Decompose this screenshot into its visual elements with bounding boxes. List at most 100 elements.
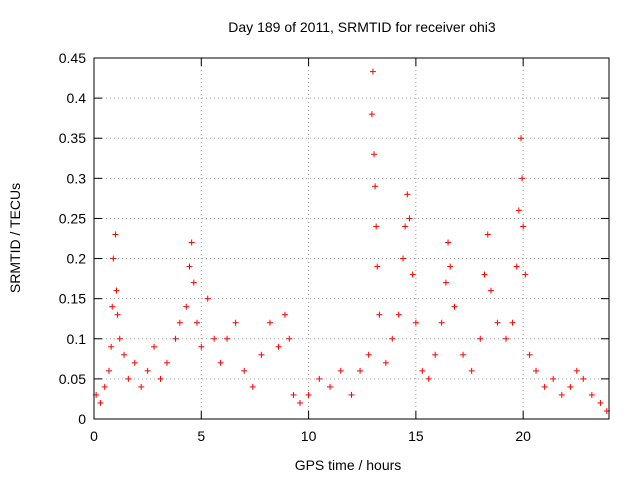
data-point xyxy=(157,375,164,382)
data-point xyxy=(204,295,211,302)
data-point xyxy=(447,263,454,270)
data-point xyxy=(163,359,170,366)
data-point xyxy=(406,215,413,222)
data-point xyxy=(101,383,108,390)
data-point xyxy=(131,359,138,366)
data-point xyxy=(518,135,525,142)
data-point xyxy=(374,263,381,270)
data-point xyxy=(373,223,380,230)
data-point xyxy=(515,207,522,214)
data-point xyxy=(316,375,323,382)
data-point xyxy=(337,367,344,374)
data-point xyxy=(445,239,452,246)
data-point xyxy=(468,367,475,374)
data-point xyxy=(172,335,179,342)
y-tick-label: 0.45 xyxy=(59,50,86,66)
data-point xyxy=(371,151,378,158)
data-point xyxy=(113,287,120,294)
data-point xyxy=(286,335,293,342)
x-axis-label: GPS time / hours xyxy=(295,457,402,473)
data-points xyxy=(93,68,610,414)
data-point xyxy=(451,303,458,310)
y-tick-label: 0.35 xyxy=(59,130,86,146)
data-point xyxy=(503,335,509,342)
x-tick-label: 0 xyxy=(90,428,98,444)
data-point xyxy=(188,239,195,246)
grid-lines xyxy=(94,58,609,419)
data-point xyxy=(400,255,406,262)
y-tick-label: 0.15 xyxy=(59,291,86,307)
data-point xyxy=(144,367,151,374)
data-point xyxy=(432,351,439,358)
y-tick-label: 0.4 xyxy=(67,90,87,106)
data-point xyxy=(369,68,376,75)
y-tick-label: 0.3 xyxy=(67,170,87,186)
y-axis-label: SRMTID / TECUs xyxy=(7,183,23,293)
plot-border xyxy=(93,57,610,420)
data-point xyxy=(305,391,312,398)
data-point xyxy=(533,367,540,374)
data-point xyxy=(297,399,303,406)
data-point xyxy=(395,311,402,318)
data-point xyxy=(116,335,123,342)
data-point xyxy=(281,311,288,318)
data-point xyxy=(484,231,491,238)
data-point xyxy=(183,303,190,310)
data-point xyxy=(442,279,449,286)
x-tick-label: 10 xyxy=(301,428,317,444)
data-point xyxy=(224,335,231,342)
x-tick-label: 20 xyxy=(515,428,531,444)
data-point xyxy=(404,191,411,198)
data-point xyxy=(348,391,355,398)
data-point xyxy=(217,359,224,366)
data-point xyxy=(494,319,501,326)
data-point xyxy=(190,279,197,286)
data-point xyxy=(402,223,409,230)
data-point xyxy=(125,375,132,382)
data-point xyxy=(365,351,372,358)
data-point xyxy=(327,383,334,390)
data-point xyxy=(588,391,595,398)
data-point xyxy=(211,335,218,342)
data-point xyxy=(519,175,526,182)
data-point xyxy=(550,375,557,382)
axes xyxy=(93,57,610,420)
data-point xyxy=(186,263,193,270)
data-point xyxy=(567,383,574,390)
y-tick-label: 0.05 xyxy=(59,371,86,387)
data-point xyxy=(176,319,183,326)
data-point xyxy=(573,367,580,374)
data-point xyxy=(258,351,265,358)
data-point xyxy=(509,319,516,326)
data-point xyxy=(382,359,389,366)
data-point xyxy=(597,399,604,406)
data-point xyxy=(198,343,205,350)
data-point xyxy=(580,375,587,382)
data-point xyxy=(121,351,128,358)
data-point xyxy=(241,367,248,374)
data-point xyxy=(290,391,297,398)
data-point xyxy=(520,223,527,230)
data-point xyxy=(522,271,529,278)
data-point xyxy=(266,319,273,326)
data-point xyxy=(438,319,445,326)
data-point xyxy=(376,311,383,318)
y-tick-label: 0 xyxy=(78,411,86,427)
data-point xyxy=(487,287,494,294)
data-point xyxy=(194,319,200,326)
data-point xyxy=(108,343,115,350)
data-point xyxy=(151,343,158,350)
tick-marks-and-labels: 0 0.05 0.1 0.15 0.2 0.25 0.3 0.35 0.4 0.45 0 5 10 15 2… xyxy=(59,50,609,444)
data-point xyxy=(97,399,104,406)
y-tick-label: 0.2 xyxy=(67,251,87,267)
x-tick-label: 5 xyxy=(197,428,205,444)
data-point xyxy=(106,367,113,374)
data-point xyxy=(368,111,375,118)
data-point xyxy=(357,367,364,374)
data-point xyxy=(372,183,379,190)
data-point xyxy=(389,335,396,342)
data-point xyxy=(425,375,432,382)
data-point xyxy=(112,231,119,238)
